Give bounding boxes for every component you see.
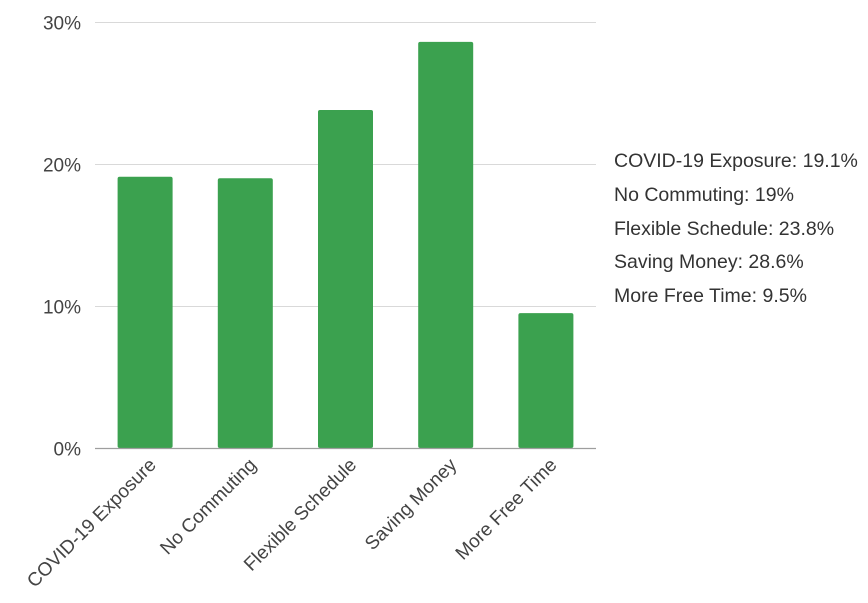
legend-item-name: Saving Money (614, 251, 738, 274)
y-tick-label: 10% (43, 298, 81, 319)
bar (518, 313, 574, 448)
legend-item-name: Flexible Schedule (614, 217, 768, 240)
legend-item-value: 23.8% (778, 217, 835, 240)
bars (117, 41, 574, 449)
bar (418, 41, 474, 449)
legend-item: Saving Money: 28.6% (614, 251, 804, 274)
x-tick-label: Flexible Schedule (240, 455, 361, 576)
x-tick-label: COVID-19 Exposure (23, 455, 160, 592)
legend-item: No Commuting: 19% (614, 183, 794, 206)
legend: COVID-19 Exposure: 19.1% No Commuting: 1… (614, 145, 858, 314)
bar (117, 176, 173, 449)
legend-item-name: COVID-19 Exposure (614, 150, 792, 172)
x-tick-label: Saving Money (361, 454, 461, 554)
bar (217, 178, 273, 448)
legend-item-value: 9.5% (762, 285, 807, 308)
x-tick-label: No Commuting (156, 455, 260, 559)
y-tick-label: 30% (43, 14, 81, 35)
legend-item: More Free Time: 9.5% (614, 285, 807, 308)
legend-item-value: 19% (754, 183, 794, 206)
y-tick-label: 0% (54, 440, 82, 461)
x-tick-label: More Free Time (452, 455, 562, 565)
y-tick-label: 20% (43, 156, 81, 177)
legend-item-name: More Free Time (614, 285, 752, 308)
legend-item: Flexible Schedule: 23.8% (614, 217, 835, 240)
y-axis-tick-labels: 0% 10% 20% 30% (43, 14, 81, 461)
legend-item-value: 19.1% (802, 150, 858, 172)
bar (318, 110, 373, 448)
legend-item-name: No Commuting (614, 183, 745, 206)
legend-item: COVID-19 Exposure: 19.1% (614, 150, 858, 172)
legend-item-value: 28.6% (748, 251, 804, 274)
